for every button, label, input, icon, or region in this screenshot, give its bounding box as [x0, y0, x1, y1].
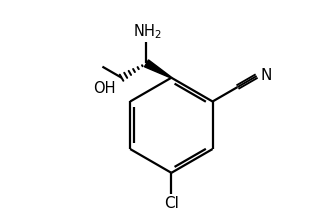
- Text: Cl: Cl: [164, 196, 179, 211]
- Text: OH: OH: [94, 81, 116, 96]
- Text: N: N: [261, 68, 272, 83]
- Text: NH$_2$: NH$_2$: [133, 22, 162, 41]
- Polygon shape: [144, 60, 171, 78]
